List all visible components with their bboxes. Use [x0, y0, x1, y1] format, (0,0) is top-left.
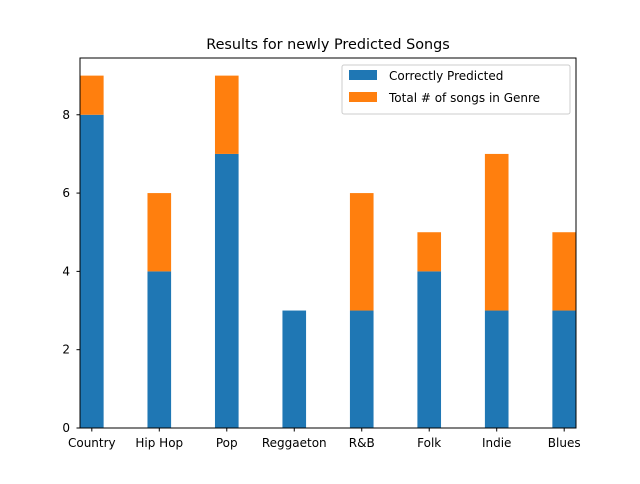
x-tick-label-randb: R&B — [349, 436, 375, 450]
bar-reggaeton-correct — [282, 310, 307, 428]
bar-country-total — [80, 75, 104, 115]
legend-swatch-total-songs — [349, 92, 377, 102]
legend: Correctly Predicted Total # of songs in … — [341, 64, 571, 115]
legend-label-total-songs: Total # of songs in Genre — [388, 91, 540, 105]
x-tick-label-blues: Blues — [548, 436, 581, 450]
bar-indie-total — [484, 153, 509, 311]
x-tick-label-hip-hop: Hip Hop — [135, 436, 183, 450]
bar-folk-total — [417, 232, 442, 272]
y-tick-label: 6 — [62, 186, 70, 200]
bar-randb-total — [349, 193, 374, 311]
bars-layer — [80, 75, 576, 429]
bar-blues-correct — [552, 310, 576, 428]
x-tick-label-pop: Pop — [216, 436, 238, 450]
bar-pop-total — [214, 75, 239, 154]
legend-swatch-correctly-predicted — [349, 70, 377, 80]
bar-pop-correct — [214, 153, 239, 428]
bar-hip-hop-correct — [147, 271, 172, 428]
chart-title: Results for newly Predicted Songs — [206, 37, 450, 53]
legend-box — [341, 64, 571, 115]
plot-frame — [79, 57, 577, 429]
x-tick-label-reggaeton: Reggaeton — [262, 436, 327, 450]
y-tick-label: 8 — [62, 108, 70, 122]
x-tick-label-indie: Indie — [482, 436, 511, 450]
bar-randb-correct — [349, 310, 374, 428]
y-axis: 0 2 4 6 8 — [62, 108, 80, 435]
bar-country-correct — [80, 114, 104, 429]
legend-label-correctly-predicted: Correctly Predicted — [389, 69, 503, 83]
x-tick-label-folk: Folk — [417, 436, 441, 450]
y-tick-label: 4 — [62, 264, 70, 278]
bar-hip-hop-total — [147, 193, 172, 272]
bar-blues-total — [552, 232, 576, 311]
x-tick-label-country: Country — [68, 436, 116, 450]
bar-folk-correct — [417, 271, 442, 428]
x-axis: Country Hip Hop Pop Reggaeton R&B Folk Indie Bl… — [68, 428, 581, 450]
y-tick-label: 0 — [62, 421, 70, 435]
bar-indie-correct — [484, 310, 509, 428]
y-tick-label: 2 — [62, 343, 70, 357]
